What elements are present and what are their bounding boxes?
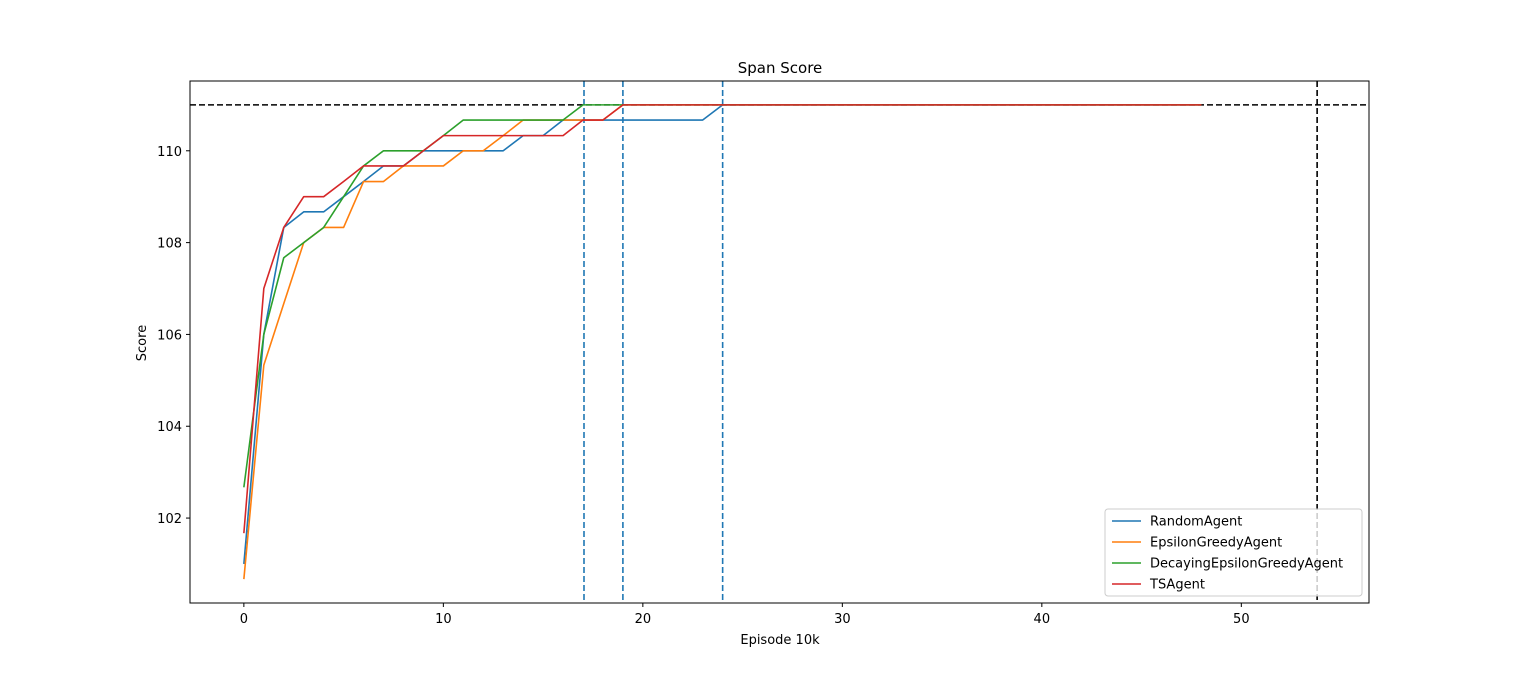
y-tick-label: 108 [157,237,182,252]
y-tick-label: 106 [157,328,182,343]
plot-frame [189,80,1370,604]
x-tick-label: 30 [834,612,851,627]
y-axis-label: Score [135,325,150,361]
legend-label: EpsilonGreedyAgent [1150,536,1282,551]
x-tick-label: 0 [240,612,248,627]
x-tick-label: 40 [1034,612,1051,627]
chart-title: Span Score [738,59,823,77]
series-lines [243,104,1202,580]
legend-label: DecayingEpsilonGreedyAgent [1150,557,1343,572]
x-tick-label: 50 [1233,612,1250,627]
y-tick-label: 104 [157,420,182,435]
legend-label: TSAgent [1149,578,1205,593]
legend: RandomAgent EpsilonGreedyAgent DecayingEps… [1104,508,1363,597]
legend-label: RandomAgent [1150,515,1242,530]
y-tick-label: 110 [157,145,182,160]
x-tick-label: 20 [635,612,652,627]
legend-box [1104,508,1363,597]
y-tick-label: 102 [157,512,182,527]
x-axis-label: Episode 10k [740,633,820,648]
y-axis: 102 104 106 108 110 [157,145,190,527]
x-axis: 0 10 20 30 40 50 [240,603,1250,627]
series-line-TSAgent [243,104,1202,534]
x-tick-label: 10 [435,612,452,627]
